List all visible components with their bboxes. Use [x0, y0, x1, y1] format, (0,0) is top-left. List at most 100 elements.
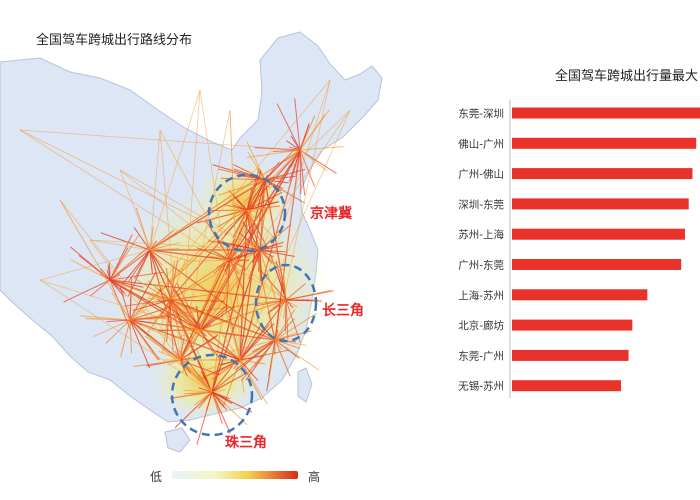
route-line [89, 239, 261, 251]
route-line [199, 306, 235, 331]
route-line [274, 297, 282, 341]
route-line [233, 168, 266, 181]
route-line [239, 359, 259, 381]
route-line [149, 89, 201, 251]
route-line [289, 149, 301, 182]
map-title: 全国驾车跨城出行路线分布 [36, 32, 192, 48]
route-line [246, 109, 351, 211]
route-line [246, 209, 267, 215]
route-line [239, 359, 268, 405]
route-line [213, 250, 231, 261]
route-line [208, 255, 231, 261]
route-line [299, 146, 344, 151]
route-line [206, 209, 248, 212]
route-line [129, 319, 133, 354]
bar-label-6: 上海-苏州 [458, 289, 504, 302]
route-line [149, 249, 163, 266]
bar-9 [512, 380, 622, 392]
route-line [59, 199, 213, 393]
bar-label-9: 无锡-苏州 [458, 380, 504, 393]
route-line [109, 279, 201, 331]
route-line [274, 79, 331, 341]
route-line [239, 322, 263, 361]
route-line [172, 391, 213, 399]
route-line [100, 232, 151, 251]
route-line [149, 247, 180, 251]
route-line [219, 330, 241, 361]
route-line [121, 249, 151, 285]
route-line [224, 209, 248, 236]
route-line [229, 209, 248, 216]
route-line [264, 159, 286, 181]
route-line [276, 299, 287, 306]
route-line [179, 109, 351, 361]
route-line [257, 249, 261, 273]
route-line [165, 267, 171, 301]
route-line [196, 306, 201, 331]
route-line [235, 179, 266, 212]
bar-group: 东莞-深圳佛山-广州广州-佛山深圳-东莞苏州-上海广州-东莞上海-苏州北京-廊坊… [458, 107, 700, 393]
route-line [127, 249, 151, 297]
route-line [129, 319, 150, 337]
route-line [232, 163, 266, 181]
route-line [39, 279, 213, 393]
route-line [169, 284, 176, 301]
route-line [133, 359, 181, 367]
route-line [149, 229, 175, 251]
route-line [264, 179, 271, 190]
bar-label-1: 佛山-广州 [458, 137, 504, 150]
route-line [199, 89, 241, 361]
route-line [199, 324, 212, 331]
route-line [285, 283, 306, 301]
chart-title: 全国驾车跨城出行量最大 [555, 68, 698, 84]
route-line [246, 201, 278, 211]
top-routes-bar-chart: 全国驾车跨城出行量最大 东莞-深圳佛山-广州广州-佛山深圳-东莞苏州-上海广州-… [458, 68, 700, 398]
route-line [199, 299, 287, 331]
route-line [229, 109, 241, 361]
route-line [239, 359, 245, 393]
route-line [109, 279, 125, 297]
route-line [285, 299, 301, 343]
route-line [267, 339, 276, 386]
region-label-changsanjiao: 长三角 [322, 302, 364, 319]
route-line [148, 297, 171, 301]
route-line [276, 103, 301, 151]
route-line [248, 249, 261, 280]
bar-6 [512, 289, 648, 301]
route-line [264, 179, 270, 206]
route-line [105, 319, 131, 344]
route-line [242, 221, 261, 251]
route-line [169, 259, 179, 301]
route-line [246, 191, 283, 211]
route-line [125, 299, 171, 307]
bar-7 [512, 319, 633, 331]
bar-label-4: 苏州-上海 [458, 228, 504, 241]
route-line [149, 249, 194, 263]
route-line [299, 149, 328, 172]
route-line [246, 209, 257, 226]
route-line [129, 79, 331, 321]
route-line [220, 359, 241, 366]
route-line [286, 140, 301, 151]
route-line [159, 129, 181, 361]
route-line [216, 350, 241, 361]
route-line [264, 179, 306, 204]
route-line [285, 290, 334, 301]
route-line [89, 279, 111, 297]
route-line [211, 389, 226, 393]
route-line [199, 289, 221, 331]
route-line [100, 268, 111, 281]
route-line [199, 329, 216, 356]
route-line [108, 262, 111, 281]
route-line [183, 389, 213, 393]
bar-label-3: 深圳-东莞 [458, 198, 504, 211]
bar-label-5: 广州-东莞 [458, 259, 504, 272]
route-line [211, 391, 226, 405]
bar-2 [512, 168, 693, 180]
hainan-island [164, 427, 191, 453]
route-line [157, 283, 171, 301]
legend-low-label: 低 [150, 470, 162, 484]
route-line [63, 279, 111, 303]
china-route-map: 京津冀 长三角 珠三角 全国驾车跨城出行路线分布 低 高 [0, 31, 383, 484]
